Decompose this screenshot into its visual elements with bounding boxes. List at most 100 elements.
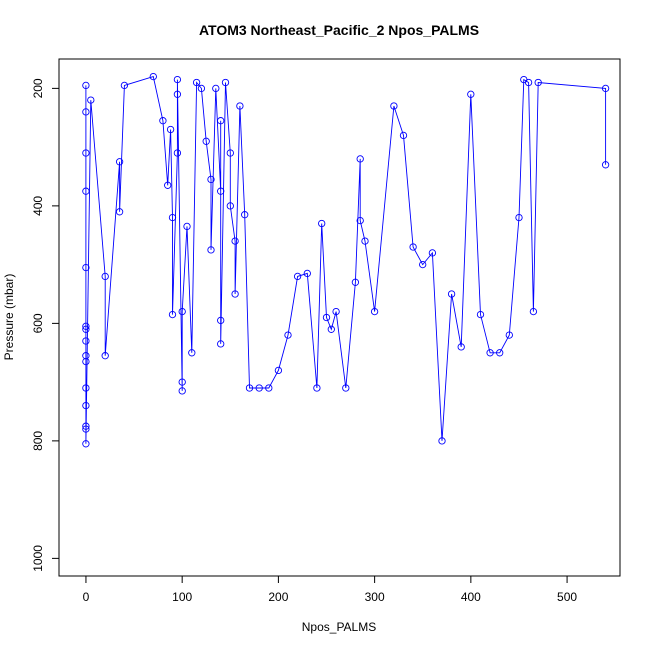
data-point (534, 78, 542, 87)
data-point (173, 75, 182, 84)
data-point (82, 325, 90, 333)
data-point (207, 175, 215, 184)
data-point (101, 352, 109, 360)
data-point (327, 325, 335, 333)
data-point (159, 117, 167, 125)
data-point (486, 349, 494, 357)
data-point (178, 387, 186, 395)
data-point (115, 208, 124, 216)
data-point (173, 149, 182, 157)
data-point (82, 187, 90, 195)
y-axis: 200 400 600 800 1000 (31, 78, 60, 572)
x-tick-label: 200 (268, 590, 288, 604)
x-tick-label: 0 (83, 590, 90, 604)
data-point (183, 222, 191, 231)
data-point (173, 90, 182, 98)
data-point (82, 108, 90, 116)
data-point (168, 213, 177, 222)
data-point (178, 307, 186, 316)
data-layer (82, 72, 610, 448)
data-point (356, 216, 364, 225)
data-point (332, 307, 340, 316)
data-point (188, 349, 196, 357)
data-point (212, 84, 220, 93)
data-point (428, 249, 437, 257)
data-point (120, 81, 129, 90)
data-point (390, 102, 398, 110)
data-point (245, 384, 254, 392)
data-point (82, 352, 90, 360)
x-axis: 0 100 200 300 400 500 (83, 575, 577, 604)
data-point (322, 313, 331, 322)
data-point (476, 310, 485, 319)
data-point (202, 137, 210, 145)
x-tick-label: 500 (557, 590, 577, 604)
data-point (82, 384, 90, 392)
data-point (207, 246, 215, 254)
y-tick-label: 800 (31, 431, 45, 451)
data-point (82, 263, 90, 272)
data-point (601, 84, 610, 93)
data-point (82, 149, 90, 157)
x-tick-label: 400 (461, 590, 481, 604)
data-point (178, 378, 186, 386)
data-point (217, 117, 225, 125)
data-point (166, 125, 175, 134)
data-point (284, 331, 292, 339)
data-point (82, 422, 90, 430)
data-point (601, 161, 610, 169)
data-point (217, 340, 225, 348)
data-point (82, 357, 90, 366)
x-axis-label: Npos_PALMS (302, 620, 376, 634)
data-point (303, 269, 311, 278)
data-point (231, 237, 239, 245)
data-point (293, 272, 302, 281)
y-tick-label: 400 (31, 196, 45, 216)
data-point (82, 401, 90, 410)
y-tick-label: 600 (31, 313, 45, 333)
data-point (447, 290, 456, 298)
data-point (370, 307, 379, 316)
data-point (505, 331, 513, 339)
data-point (529, 307, 538, 316)
data-point (164, 181, 172, 189)
data-point (217, 187, 225, 195)
data-point (274, 366, 283, 375)
data-point (236, 102, 244, 110)
data-point (231, 290, 239, 298)
data-point (399, 131, 408, 140)
data-point (168, 310, 177, 319)
data-point (82, 337, 90, 345)
y-axis-label: Pressure (mbar) (2, 274, 16, 361)
chart-title: ATOM3 Northeast_Pacific_2 Npos_PALMS (199, 22, 479, 38)
data-point (496, 349, 504, 357)
x-tick-label: 100 (172, 590, 192, 604)
data-point (82, 322, 90, 330)
data-point (351, 278, 360, 286)
data-point (82, 81, 90, 90)
data-point (149, 72, 157, 81)
series-line (85, 76, 607, 444)
y-tick-label: 1000 (31, 545, 45, 572)
data-point (409, 243, 417, 251)
data-point (101, 272, 109, 281)
data-point (255, 384, 263, 392)
data-point (361, 237, 369, 245)
data-point (524, 78, 533, 87)
data-point (265, 384, 273, 392)
data-point (438, 437, 446, 445)
data-point (192, 78, 201, 87)
data-point (115, 158, 124, 166)
data-point (419, 260, 427, 269)
data-point (82, 440, 90, 448)
data-point (226, 149, 234, 157)
data-point (467, 90, 475, 98)
data-point (226, 202, 234, 210)
data-point (356, 155, 364, 163)
data-point (318, 219, 326, 228)
data-point (515, 213, 523, 222)
x-tick-label: 300 (365, 590, 385, 604)
